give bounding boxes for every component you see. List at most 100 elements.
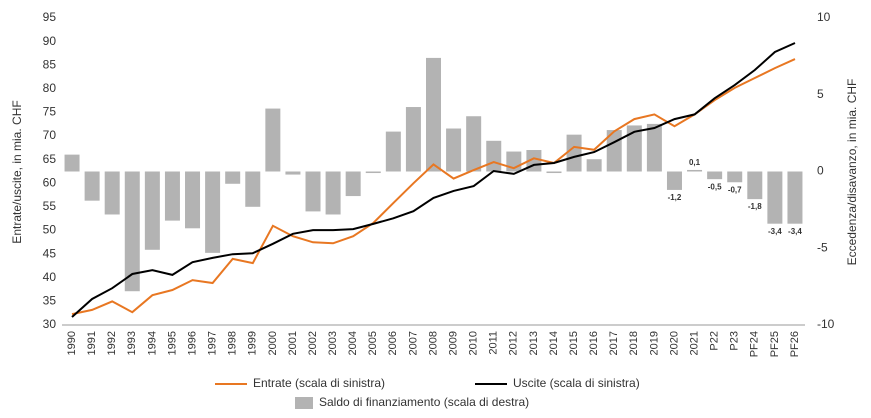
line [71,58,796,316]
x-tick-label: 2007 [407,331,419,355]
y-tick-label: 40 [43,270,57,284]
y-tick-label: 45 [43,246,57,260]
line [71,42,796,318]
y-tick-label: 90 [43,34,57,48]
bar [466,116,482,172]
bar [84,171,100,201]
y-tick-label: 75 [43,105,57,119]
bar [767,171,783,224]
x-tick-label: 2020 [668,331,680,355]
y-tick-label: 85 [43,57,57,71]
y2-tick-label: 0 [817,164,824,178]
x-tick-label: 1994 [146,331,158,355]
x-tick-label: 2006 [387,331,399,355]
bar [747,171,763,200]
x-tick-label: 2009 [447,331,459,355]
bar [345,171,361,197]
x-tick-label: P22 [709,331,721,351]
bar [185,171,201,229]
x-tick-label: PF26 [789,331,801,357]
legend-label: Entrate (scala di sinistra) [253,376,385,390]
x-tick-label: 2005 [367,331,379,355]
y-tick-label: 65 [43,152,57,166]
bar [687,169,703,172]
x-tick-label: 2004 [347,331,359,355]
bar [64,154,80,172]
bar [707,171,723,180]
data-label: -3,4 [788,227,802,236]
x-tick-label: 2018 [628,331,640,355]
y-tick-label: 50 [43,223,57,237]
x-tick-label: 2000 [267,331,279,355]
y2-axis-label: Eccedenza/disavanzo, in mia. CHF [845,79,859,266]
legend-label: Saldo di finanziamento (scala di destra) [319,395,529,409]
x-tick-label: 2016 [588,331,600,355]
x-tick-label: 2013 [528,331,540,355]
data-label: 0,1 [689,158,701,167]
x-tick-label: 1995 [166,331,178,355]
x-tick-label: 2010 [468,331,480,355]
data-label: -1,2 [668,193,682,202]
bar [546,171,562,174]
bar [325,171,341,215]
x-tick-label: P23 [729,331,741,351]
bar [666,171,682,190]
y2-tick-label: 5 [817,87,824,101]
y-tick-label: 55 [43,199,57,213]
y2-tick-label: -10 [817,317,835,331]
bar [245,171,261,207]
y-axis-label: Entrate/uscite, in mia. CHF [10,100,24,243]
bar [225,171,241,184]
bar [426,57,441,172]
bar [305,171,321,212]
x-tick-label: 1990 [66,331,78,355]
x-tick-label: 1998 [227,331,239,355]
bar [787,171,803,224]
legend-label: Uscite (scala di sinistra) [513,376,640,390]
bar [365,171,381,174]
y2-tick-label: 10 [817,10,831,24]
x-tick-label: 1992 [106,331,118,355]
x-tick-label: 1996 [186,331,198,355]
bar [124,171,140,292]
bar [586,159,602,172]
bar [727,171,743,183]
x-tick-label: 2008 [427,331,439,355]
bar [646,123,662,172]
bar [486,140,502,172]
bar [285,171,301,175]
y-tick-label: 60 [43,175,57,189]
data-label: -1,8 [748,202,762,211]
bar [405,107,421,172]
bar [446,128,462,172]
bar [626,125,642,172]
x-tick-label: 1999 [247,331,259,355]
y2-tick-label: -5 [817,240,828,254]
x-tick-label: 1997 [207,331,219,355]
legend-swatch [295,397,313,409]
bar [385,131,401,172]
x-tick-label: PF24 [749,331,761,357]
x-tick-label: 2014 [548,331,560,355]
x-tick-label: 2002 [307,331,319,355]
y-tick-label: 80 [43,81,57,95]
data-label: -3,4 [768,227,782,236]
x-tick-label: 2012 [508,331,520,355]
y-tick-label: 95 [43,10,57,24]
bar [104,171,120,215]
data-label: -0,7 [728,185,742,194]
bar [205,171,221,253]
x-tick-label: 2011 [488,331,500,355]
bar [265,108,281,172]
y-tick-label: 30 [43,317,57,331]
y-tick-label: 35 [43,294,57,308]
x-tick-label: 1993 [126,331,138,355]
bar [144,171,160,250]
x-tick-label: 2003 [327,331,339,355]
x-tick-label: 2021 [688,331,700,355]
x-tick-label: 2019 [648,331,660,355]
x-tick-label: 2015 [568,331,580,355]
data-label: -0,5 [708,182,722,191]
x-tick-label: 2001 [287,331,299,355]
